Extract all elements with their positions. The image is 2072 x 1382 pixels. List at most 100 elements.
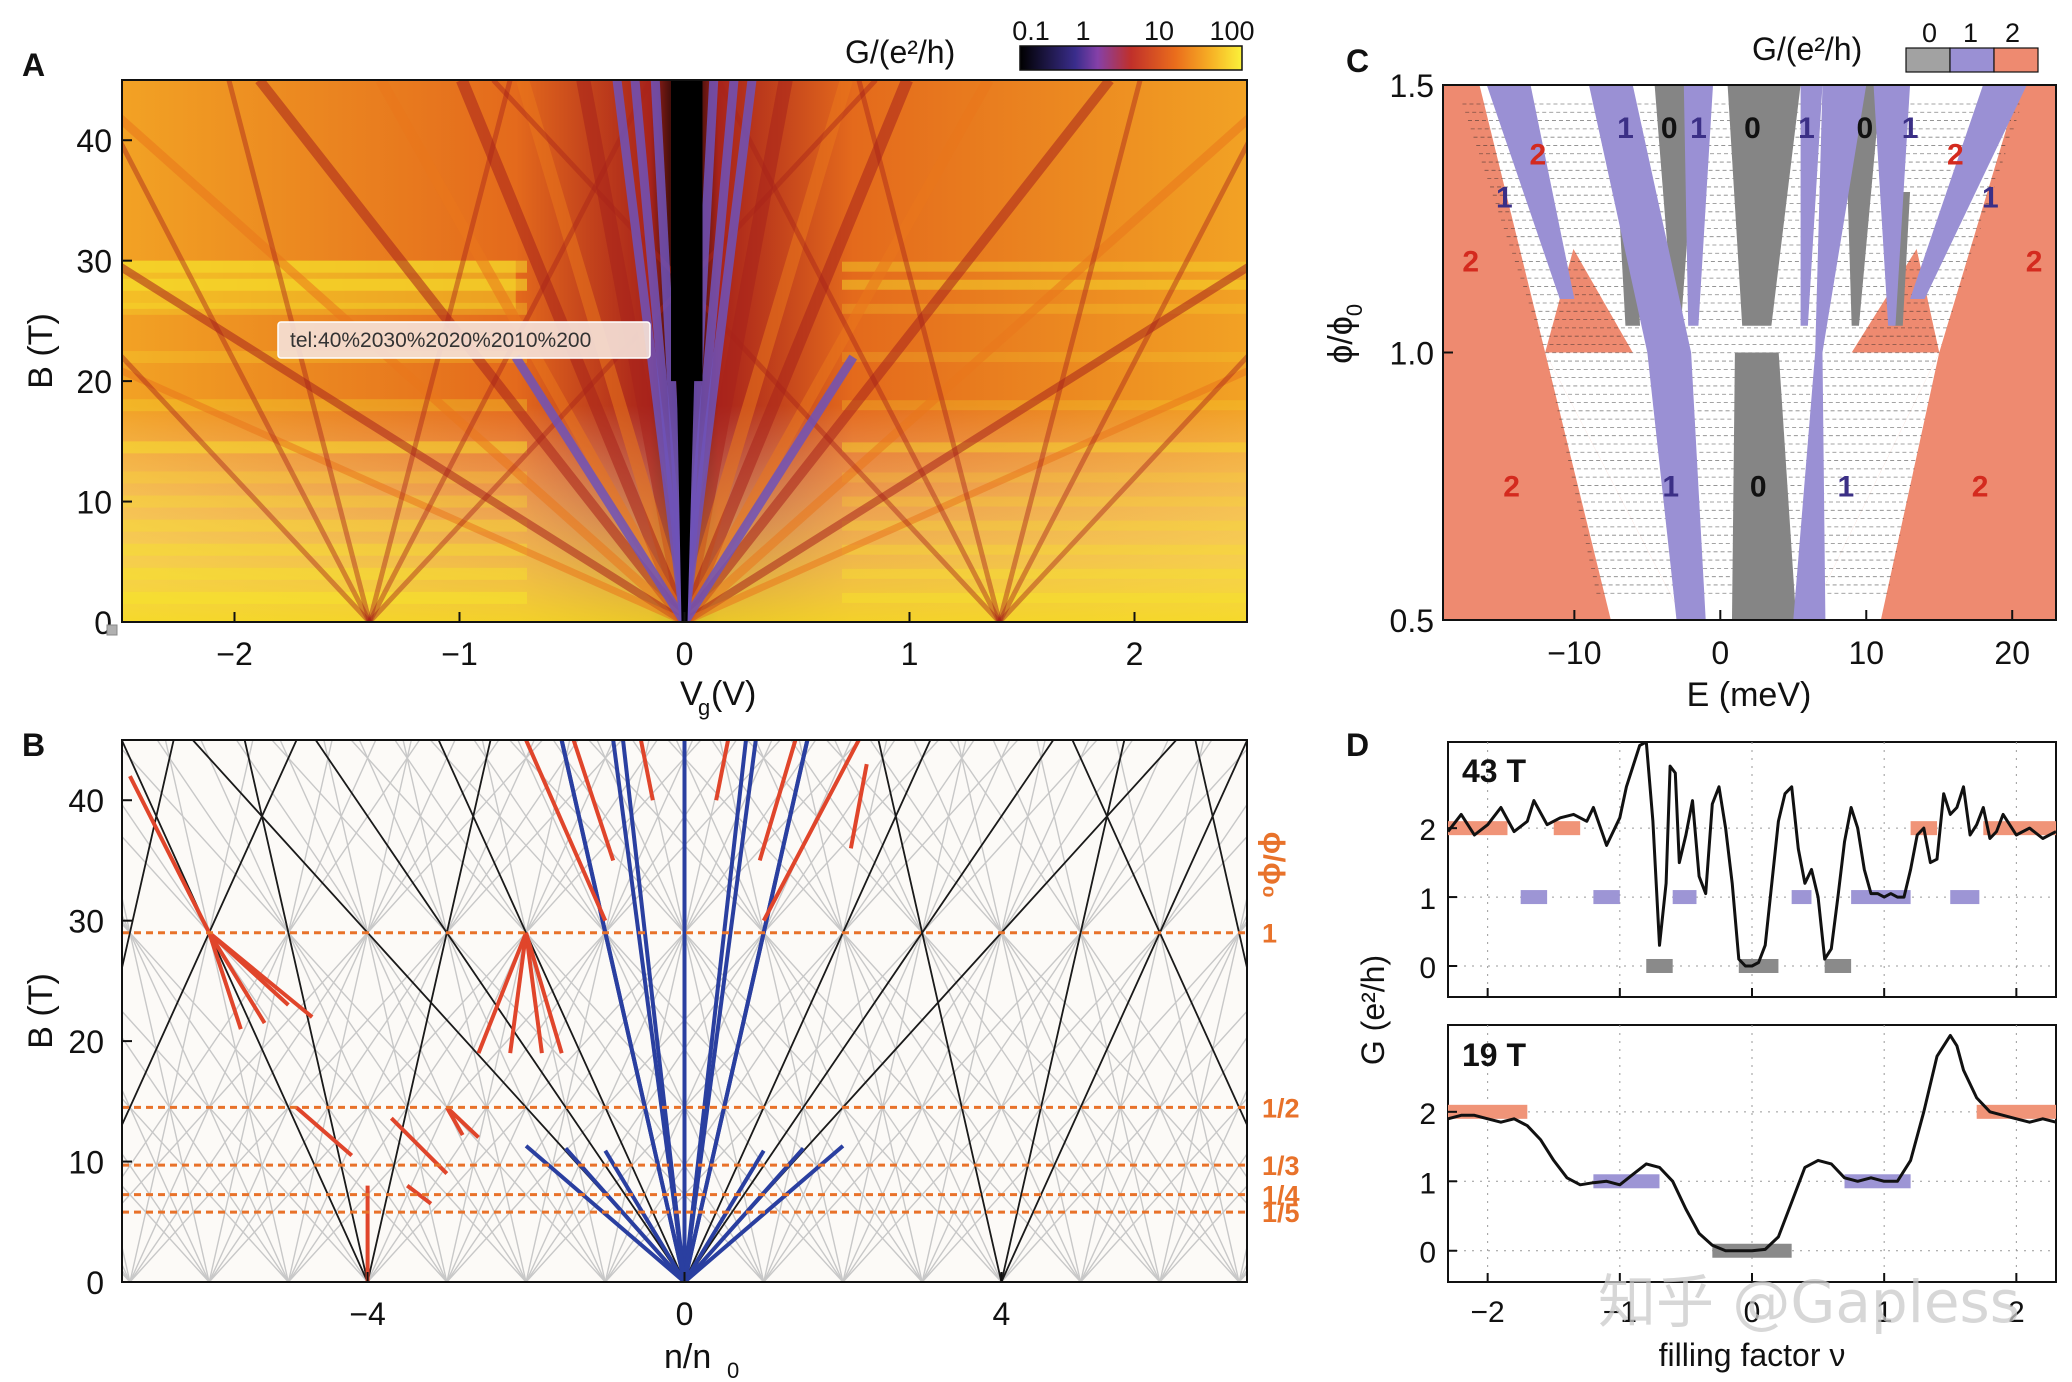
flux-label: 1/3: [1262, 1151, 1300, 1181]
grey-fan-line: [1159, 894, 1247, 1282]
legend-entry-0: 0: [1922, 18, 1937, 48]
y-tick-label-a: 40: [76, 123, 112, 159]
region-label: 2: [2026, 246, 2043, 279]
grey-fan-line: [279, 740, 527, 1282]
region-label: 1: [1496, 181, 1513, 214]
red-segment: [508, 932, 529, 1054]
fan-wedge: [683, 367, 1247, 622]
grey-fan-line: [1115, 740, 1240, 1282]
grey-fan-line: [921, 740, 1169, 1282]
grey-fan-line: [446, 740, 940, 1282]
grey-fan-line: [957, 740, 1082, 1282]
grey-fan-line: [1036, 740, 1161, 1282]
fan-lines: [122, 740, 1247, 1282]
region-one: [1873, 85, 1911, 326]
legend-c: G/(e²/h) 0 1 2: [1752, 18, 2039, 73]
grey-fan-line: [122, 1036, 289, 1282]
grey-fan-line: [208, 740, 456, 1282]
grey-fan-line: [446, 740, 817, 1282]
blue-low-line: [524, 1144, 686, 1282]
grey-fan-line: [604, 740, 1098, 1282]
black-fan-line: [122, 740, 175, 972]
y-tick-label-c: 0.5: [1390, 603, 1434, 639]
plateau-43t: [1824, 958, 1852, 973]
yellow-band-right: [842, 303, 1247, 314]
yellow-band-right: [842, 400, 1247, 411]
grey-fan-line: [675, 740, 923, 1282]
grey-fan-line: [588, 740, 1082, 1282]
x-tick-label-a: −2: [216, 636, 252, 672]
plateau-19t: [1844, 1174, 1911, 1189]
watermark: 知乎 @Gapless: [1598, 1268, 2020, 1336]
grey-fan-line: [287, 740, 781, 1282]
plateau-43t: [1553, 821, 1581, 836]
axes-c: −10 0 10 200.51.01.5E (meV)ϕ/ϕ0: [1322, 68, 2030, 714]
blue-low-line: [682, 1149, 766, 1282]
yellow-band-left: [122, 591, 527, 604]
panel-letter-d: D: [1346, 727, 1369, 763]
grey-fan-line: [122, 740, 543, 1205]
grey-fan-line: [1079, 913, 1247, 1282]
yellow-band-left: [122, 543, 527, 556]
fan-wedge: [681, 114, 1247, 622]
grey-fan-line: [129, 740, 254, 1282]
region-one: [1800, 85, 1823, 326]
region-label: 1: [1690, 112, 1707, 145]
grey-fan-line: [122, 1010, 369, 1282]
grey-fan-line: [798, 740, 923, 1282]
region-zero: [1727, 85, 1801, 326]
grey-fan-line: [129, 740, 623, 1282]
grey-fan-line: [921, 803, 1247, 1282]
flux-label: 1/5: [1262, 1198, 1300, 1228]
grey-fan-line: [446, 740, 571, 1282]
grey-fan-line: [754, 740, 1003, 1282]
grey-fan-line: [632, 740, 1002, 1282]
red-segment: [207, 931, 314, 1019]
red-segment: [207, 931, 267, 1025]
x-axis-label-a: V: [680, 675, 703, 713]
yellow-band-left: [122, 260, 527, 273]
x-tick-label-c: −10: [1547, 635, 1601, 671]
grey-fan-line: [834, 740, 1082, 1282]
grey-fan-line: [1080, 1036, 1247, 1282]
grey-fan-line: [1159, 1184, 1247, 1282]
plateau-43t: [1672, 890, 1697, 905]
colorbar: G/(e²/h) 0.1 1 10 100: [845, 16, 1255, 71]
y-tick-label-b: 30: [68, 904, 104, 940]
x-tick-label-b: −4: [349, 1296, 385, 1332]
grey-fan-line: [122, 922, 448, 1282]
grey-fan-line: [719, 740, 844, 1282]
flux-label: 1/2: [1262, 1093, 1300, 1123]
region-label: 2: [1503, 470, 1520, 503]
region-label: 2: [1972, 470, 1989, 503]
region-label: 1: [1837, 470, 1854, 503]
grey-fan-line: [763, 740, 888, 1282]
grey-fan-line: [509, 740, 1002, 1282]
blue-fan-line: [682, 740, 810, 1282]
y-tick-label-d: 0: [1419, 952, 1436, 985]
x-tick-label-d: 2: [2008, 1296, 2025, 1329]
plot-43t: [1448, 742, 2056, 997]
grey-fan-line: [208, 740, 579, 1282]
grey-fan-line: [517, 740, 765, 1282]
y-tick-label-a: 30: [76, 244, 112, 280]
grey-fan-line: [129, 740, 377, 1282]
grey-fan-line: [913, 740, 1161, 1282]
plateau-43t: [1791, 890, 1812, 905]
plateau-43t: [1950, 890, 1980, 905]
x-tick-label-b: 0: [676, 1296, 694, 1332]
grey-fan-line: [763, 740, 1011, 1282]
grey-fan-line: [394, 740, 765, 1282]
x-tick-label-a: 0: [676, 636, 694, 672]
region-one: [1486, 85, 1575, 299]
grey-fan-line: [446, 740, 694, 1282]
grey-fan-line: [200, 740, 448, 1282]
axes-d: 0 1 2 0 1 2 −2 −1 0 1 2 filling factor ν G (e²/h): [1355, 814, 2025, 1373]
fan-wedge: [678, 80, 913, 622]
legend-entry-2: 2: [2005, 18, 2020, 48]
x-tick-label-d: −1: [1603, 1296, 1637, 1329]
yellow-band-right: [842, 279, 1247, 290]
